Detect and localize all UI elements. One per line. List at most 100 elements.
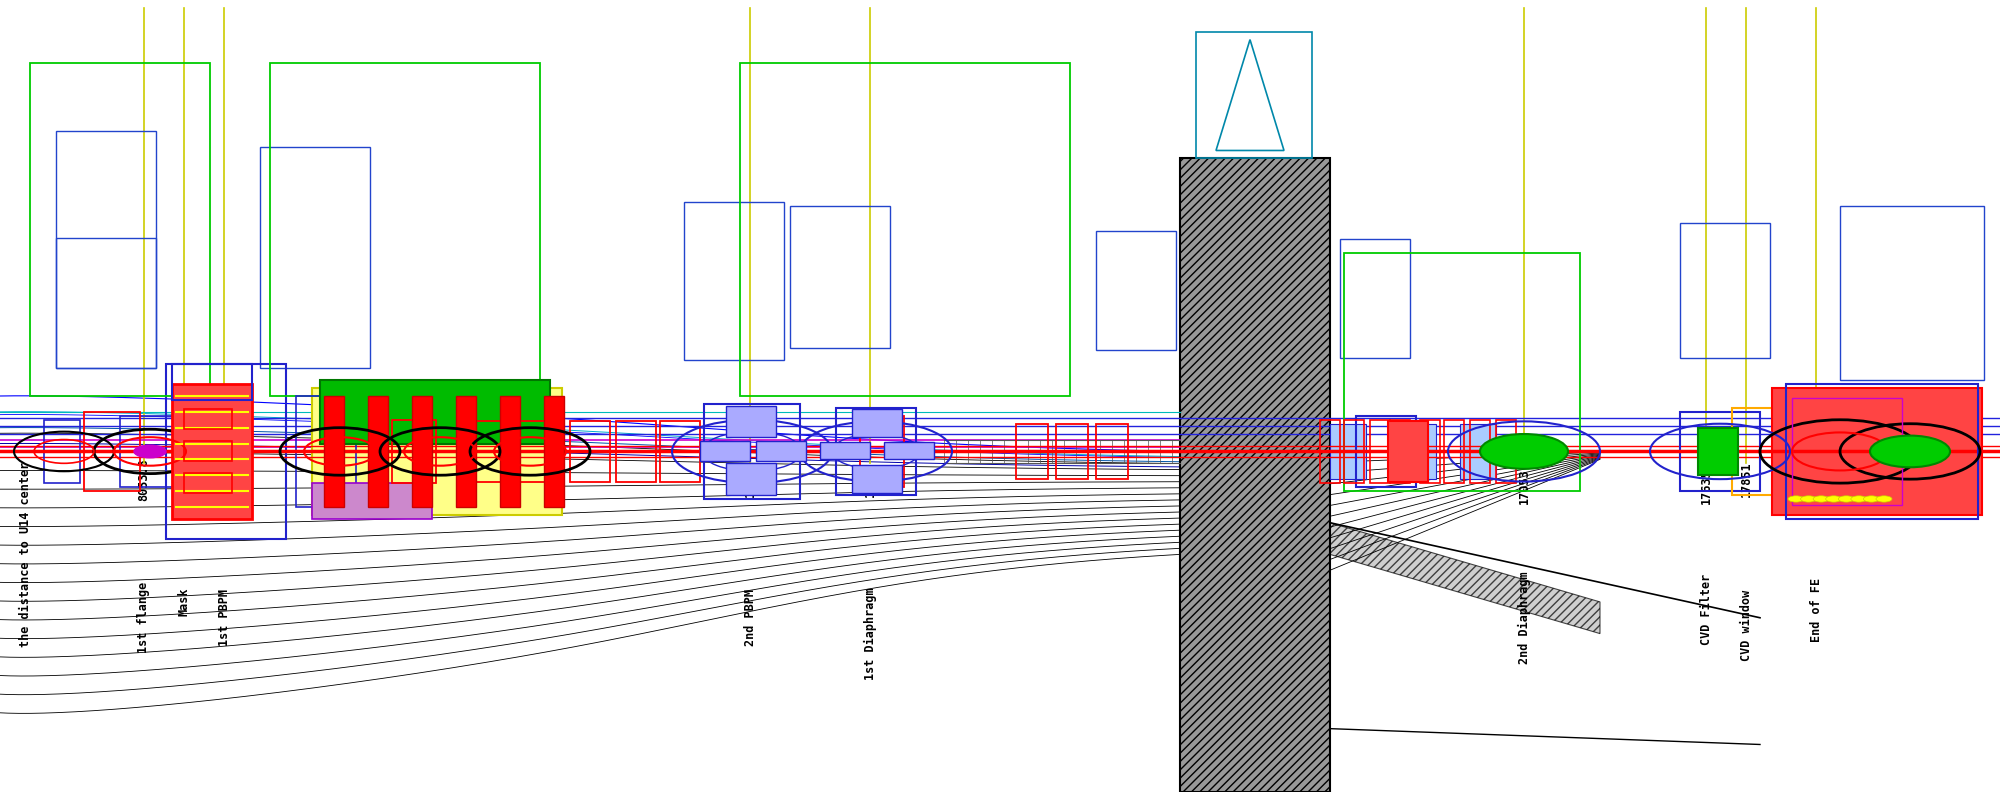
Bar (790, 206, 890, 348)
Bar (1680, 412, 1760, 491)
Bar (1786, 384, 1978, 519)
Text: 11624: 11624 (744, 462, 756, 497)
Text: 1st Diaphragm: 1st Diaphragm (864, 588, 876, 680)
Bar (1680, 223, 1770, 358)
Bar (456, 396, 476, 507)
Text: 8579.8: 8579.8 (218, 458, 230, 501)
Bar (1320, 420, 1340, 483)
Bar (852, 409, 902, 437)
Bar (392, 420, 436, 483)
Bar (544, 396, 564, 507)
Bar (172, 364, 252, 400)
Circle shape (1838, 496, 1854, 502)
Text: 2nd Diaphragm: 2nd Diaphragm (1518, 572, 1530, 664)
Bar (1356, 416, 1416, 487)
Circle shape (1826, 496, 1842, 502)
Bar (1496, 420, 1516, 483)
Bar (616, 421, 656, 482)
Bar (1792, 398, 1902, 505)
Bar (1196, 32, 1312, 158)
Bar (368, 396, 388, 507)
Bar (192, 404, 248, 499)
Bar (1420, 420, 1440, 483)
Bar (56, 131, 156, 368)
Text: CVD window: CVD window (1740, 590, 1752, 661)
Bar (1772, 388, 1982, 515)
Bar (820, 442, 870, 459)
Circle shape (1850, 496, 1866, 502)
Bar (270, 63, 540, 396)
Bar (312, 388, 562, 515)
Circle shape (1788, 496, 1804, 502)
Bar (756, 441, 806, 461)
Bar (1390, 420, 1410, 483)
Bar (260, 147, 370, 368)
Bar (1470, 420, 1490, 483)
Polygon shape (1330, 523, 1600, 634)
Bar (1096, 231, 1176, 350)
Bar (684, 202, 784, 360)
Bar (726, 406, 776, 437)
Bar (120, 416, 180, 487)
Text: 1st PBPM: 1st PBPM (218, 589, 230, 646)
Bar (1370, 420, 1390, 483)
Circle shape (1870, 436, 1950, 467)
Bar (1400, 424, 1436, 479)
Bar (44, 420, 80, 483)
Bar (30, 63, 210, 396)
Circle shape (1480, 434, 1568, 469)
Text: 17053.5: 17053.5 (1518, 455, 1530, 504)
Text: 12510: 12510 (864, 462, 876, 497)
Bar (1016, 424, 1048, 479)
Bar (1344, 420, 1364, 483)
Bar (860, 416, 904, 487)
Bar (84, 412, 140, 491)
Bar (472, 421, 512, 482)
Bar (884, 442, 934, 459)
Bar (1460, 424, 1496, 479)
Bar (412, 396, 432, 507)
Bar (1096, 424, 1128, 479)
Bar (740, 63, 1070, 396)
Text: 2nd PBPM: 2nd PBPM (744, 589, 756, 646)
Bar (1698, 428, 1738, 475)
Bar (1840, 206, 1984, 380)
Bar (1388, 421, 1428, 482)
Bar (184, 409, 232, 429)
Circle shape (1800, 496, 1816, 502)
Text: Mask: Mask (178, 588, 190, 616)
Text: the distance to U14 center: the distance to U14 center (20, 462, 32, 647)
Bar (1056, 424, 1088, 479)
Bar (500, 396, 520, 507)
Bar (700, 441, 750, 461)
Text: 1st flange: 1st flange (138, 582, 150, 653)
Bar (704, 404, 800, 499)
Bar (836, 408, 916, 495)
Bar (852, 465, 902, 493)
Text: End of FE: End of FE (1810, 578, 1822, 642)
Bar (184, 441, 232, 461)
Bar (570, 421, 610, 482)
Bar (1444, 420, 1464, 483)
Text: 8053.8: 8053.8 (138, 458, 150, 501)
Bar (172, 384, 252, 519)
Bar (1180, 158, 1330, 792)
Text: 8244.8: 8244.8 (178, 458, 190, 501)
Text: CVD Filter: CVD Filter (1700, 574, 1712, 645)
Bar (1330, 424, 1366, 479)
Text: 18300: 18300 (1810, 462, 1822, 497)
Bar (320, 380, 550, 444)
Bar (1732, 408, 1802, 495)
Bar (166, 364, 286, 539)
Bar (516, 421, 556, 482)
Circle shape (1876, 496, 1892, 502)
Bar (1340, 239, 1410, 358)
Bar (296, 396, 356, 507)
Circle shape (1864, 496, 1880, 502)
Bar (726, 463, 776, 495)
Circle shape (134, 445, 166, 458)
Bar (660, 421, 700, 482)
Text: 17851: 17851 (1740, 462, 1752, 497)
Bar (56, 238, 156, 368)
Bar (1344, 253, 1580, 491)
